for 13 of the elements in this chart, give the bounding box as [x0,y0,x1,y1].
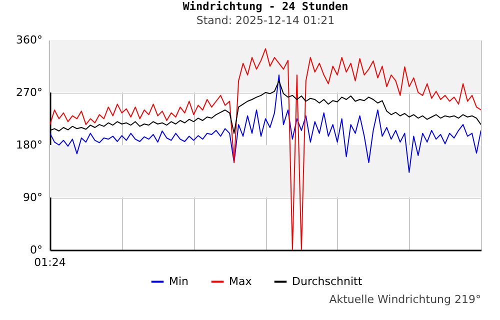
legend-label: Min [169,274,189,288]
y-tick-label: 180° [16,138,42,152]
text: Aktuelle Windrichtung 219° [329,293,481,306]
chart-title: Windrichtung - 24 Stunden [182,0,348,13]
chart-subtitle: Stand: 2025-12-14 01:21 [196,14,335,27]
y-tick-label: 90° [23,191,42,204]
legend-label: Durchschnitt [292,274,363,288]
legend-label: Max [229,274,252,288]
y-tick-label: 270° [16,86,42,99]
line-series [50,74,481,173]
y-tick-label: 360° [16,34,42,46]
y-tick-label: 0° [30,244,42,256]
text: 01:24 [34,256,66,269]
